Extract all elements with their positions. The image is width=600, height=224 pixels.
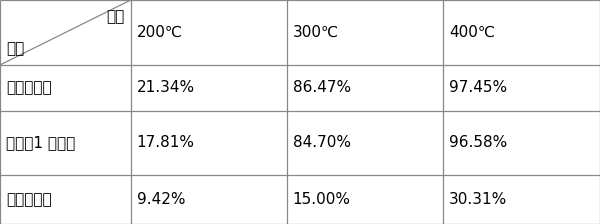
Text: 新鲜摆化剂: 新鲜摆化剂	[6, 80, 52, 95]
Text: 84.70%: 84.70%	[293, 135, 351, 150]
Text: 21.34%: 21.34%	[137, 80, 195, 95]
Text: 86.47%: 86.47%	[293, 80, 351, 95]
Text: 失活摆化剂: 失活摆化剂	[6, 192, 52, 207]
Text: 96.58%: 96.58%	[449, 135, 507, 150]
Text: 200℃: 200℃	[137, 25, 183, 40]
Text: 温度: 温度	[107, 9, 125, 24]
Text: 17.81%: 17.81%	[137, 135, 195, 150]
Text: 种类: 种类	[6, 41, 24, 56]
Text: 9.42%: 9.42%	[137, 192, 185, 207]
Text: 15.00%: 15.00%	[293, 192, 351, 207]
Text: 400℃: 400℃	[449, 25, 495, 40]
Text: 300℃: 300℃	[293, 25, 339, 40]
Text: 30.31%: 30.31%	[449, 192, 507, 207]
Text: 97.45%: 97.45%	[449, 80, 507, 95]
Text: 实施例1 摆化剂: 实施例1 摆化剂	[6, 135, 75, 150]
